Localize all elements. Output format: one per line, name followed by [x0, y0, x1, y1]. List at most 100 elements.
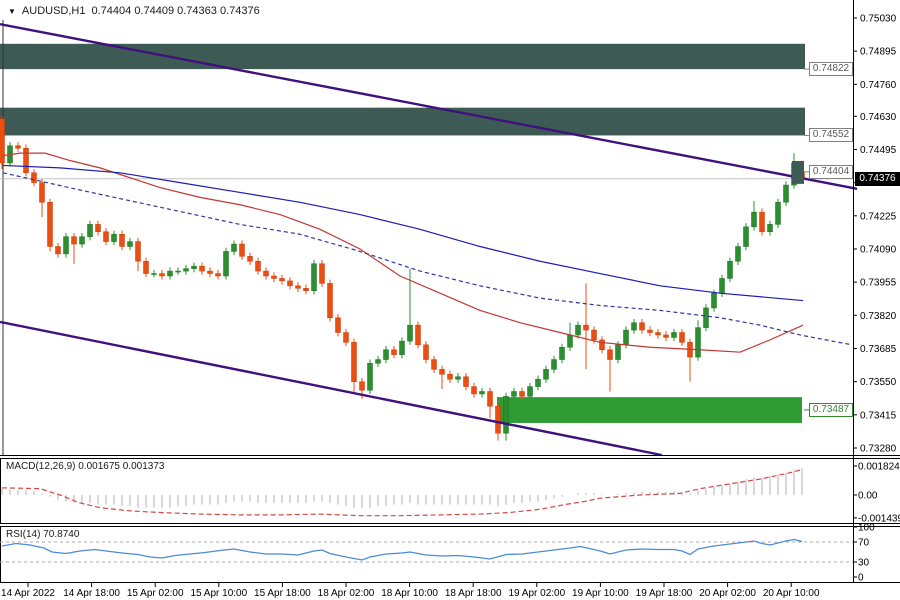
axis-label: 19 Apr 10:00: [572, 588, 629, 599]
bull-candle: [631, 322, 637, 331]
bear-candle: [207, 270, 213, 274]
bull-candle: [559, 347, 565, 360]
bear-candle: [287, 280, 293, 287]
bull-candle: [175, 270, 181, 273]
bear-candle: [119, 233, 125, 247]
bull-candle: [367, 362, 373, 391]
bull-candle: [191, 265, 197, 269]
bear-candle: [239, 243, 245, 257]
bull-candle: [711, 292, 717, 309]
bull-candle: [503, 396, 509, 434]
bear-candle: [391, 349, 397, 355]
axis-label: 0.74495: [860, 145, 897, 156]
bear-candle: [423, 344, 429, 360]
bear-candle: [359, 381, 365, 391]
bull-candle: [783, 184, 789, 203]
bear-candle: [655, 332, 661, 336]
bear-candle: [759, 211, 765, 233]
bull-candle: [623, 329, 629, 346]
axis-label: 15 Apr 10:00: [190, 588, 247, 599]
bull-candle: [727, 261, 733, 279]
bear-candle: [103, 231, 109, 242]
supply-zone: [0, 107, 805, 136]
bear-candle: [519, 391, 525, 397]
bear-candle: [295, 285, 301, 289]
bull-candle: [231, 243, 237, 252]
bull-candle: [399, 340, 405, 355]
bear-candle: [255, 261, 261, 272]
axis-label: -0.001439: [858, 513, 900, 524]
bull-candle: [767, 224, 773, 233]
bull-candle: [695, 327, 701, 358]
bear-candle: [199, 265, 205, 272]
bull-candle: [167, 270, 173, 277]
bear-candle: [335, 317, 341, 333]
price-level-label-0.73487[interactable]: 0.73487: [809, 402, 853, 417]
bull-candle: [671, 332, 677, 338]
axis-label: 70: [858, 538, 870, 549]
axis-label: 0.73955: [860, 278, 897, 289]
price-level-label-0.74822[interactable]: 0.74822: [809, 62, 853, 77]
axis-label: 0.75030: [860, 14, 897, 25]
supply-box: [792, 161, 804, 184]
bull-candle: [311, 263, 317, 291]
axis-label: 19 Apr 02:00: [508, 588, 565, 599]
bear-candle: [447, 374, 453, 380]
axis-label: 15 Apr 02:00: [127, 588, 184, 599]
ma-red: [2, 152, 804, 353]
bear-candle: [71, 236, 77, 245]
bull-candle: [87, 224, 93, 237]
bear-candle: [47, 202, 53, 247]
axis-label: 0: [858, 573, 864, 584]
bull-candle: [527, 386, 533, 397]
supply-zone: [0, 43, 805, 70]
axis-label: 20 Apr 02:00: [699, 588, 756, 599]
bull-candle: [543, 369, 549, 380]
chart-title-bar: ▼ AUDUSD,H1 0.74404 0.74409 0.74363 0.74…: [8, 5, 260, 17]
macd-signal-line: [1, 468, 803, 517]
bull-candle: [511, 391, 517, 397]
macd-indicator-label: MACD(12,26,9) 0.001675 0.001373: [6, 461, 165, 472]
bear-candle: [263, 270, 269, 277]
axis-label: 100: [858, 523, 875, 534]
rsi-indicator-label: RSI(14) 70.8740: [6, 529, 80, 540]
bear-candle: [303, 288, 309, 291]
bear-candle: [431, 359, 437, 370]
price-level-label-0.74404[interactable]: 0.74404: [809, 164, 853, 179]
bear-candle: [463, 376, 469, 387]
bull-candle: [719, 278, 725, 294]
axis-label: 0.73550: [860, 377, 897, 388]
bull-candle: [735, 246, 741, 262]
bull-candle: [775, 202, 781, 225]
demand-zone: [497, 397, 802, 423]
bull-candle: [455, 376, 461, 380]
bull-candle: [223, 251, 229, 277]
bear-candle: [495, 405, 501, 434]
symbol-dropdown-icon[interactable]: ▼: [8, 6, 16, 16]
axis-label: 14 Apr 18:00: [63, 588, 120, 599]
bull-candle: [567, 334, 573, 348]
bear-candle: [487, 391, 493, 407]
bull-candle: [551, 359, 557, 370]
bull-candle: [151, 273, 157, 275]
bull-candle: [127, 241, 133, 247]
bear-candle: [135, 241, 141, 262]
bear-candle: [639, 322, 645, 331]
bull-candle: [183, 268, 189, 272]
axis-label: 0.74630: [860, 112, 897, 123]
bear-candle: [279, 278, 285, 282]
bear-candle: [215, 273, 221, 277]
price-level-label-0.74552[interactable]: 0.74552: [809, 128, 853, 143]
bull-candle: [703, 307, 709, 328]
channel-trendline: [0, 22, 858, 190]
bear-candle: [351, 342, 357, 382]
axis-label: 0.73820: [860, 311, 897, 322]
ma-blue: [2, 164, 804, 302]
bear-candle: [583, 324, 589, 331]
axis-label: 0.74760: [860, 80, 897, 91]
bear-candle: [439, 369, 445, 375]
bull-candle: [383, 349, 389, 360]
bull-candle: [111, 233, 117, 242]
